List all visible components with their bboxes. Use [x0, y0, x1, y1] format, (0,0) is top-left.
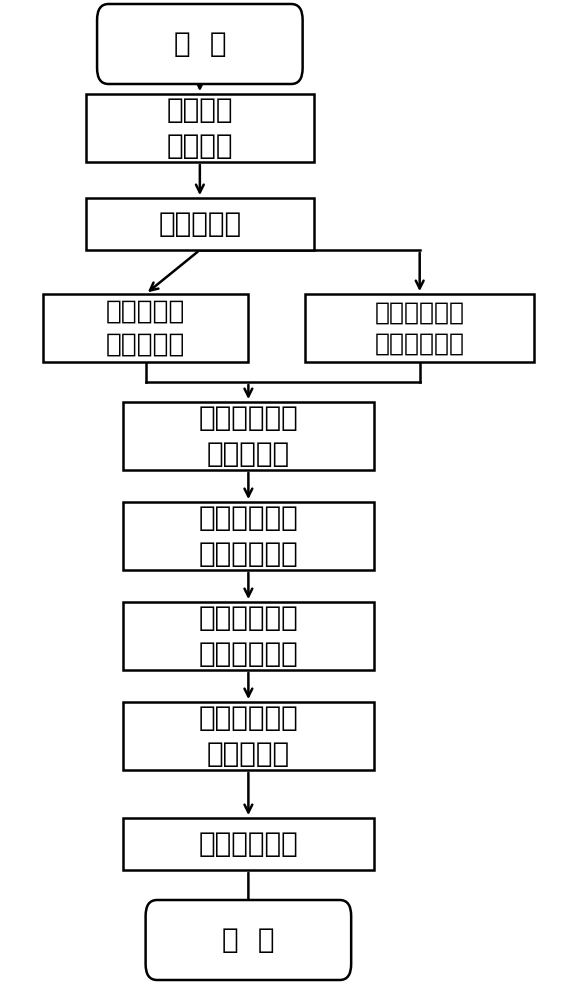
FancyBboxPatch shape: [86, 94, 314, 162]
Text: 边缘提取建
立边界约束: 边缘提取建 立边界约束: [106, 298, 186, 358]
Text: 结  束: 结 束: [222, 926, 275, 954]
Text: 几何中心法粗
提取光条中心: 几何中心法粗 提取光条中心: [199, 504, 298, 568]
FancyBboxPatch shape: [123, 818, 374, 870]
FancyBboxPatch shape: [123, 602, 374, 670]
FancyBboxPatch shape: [305, 294, 534, 362]
Text: 开  始: 开 始: [174, 30, 226, 58]
Text: 灰度重心法精
提取光条中心: 灰度重心法精 提取光条中心: [199, 604, 298, 668]
FancyBboxPatch shape: [97, 4, 303, 84]
Text: 图像预处理: 图像预处理: [158, 210, 242, 238]
FancyBboxPatch shape: [123, 502, 374, 570]
FancyBboxPatch shape: [123, 402, 374, 470]
FancyBboxPatch shape: [146, 900, 351, 980]
FancyBboxPatch shape: [123, 702, 374, 770]
FancyBboxPatch shape: [86, 198, 314, 250]
Text: 基于扫描运动
预测光条位置: 基于扫描运动 预测光条位置: [375, 301, 465, 355]
Text: 匹配边界点和
光条中心点: 匹配边界点和 光条中心点: [199, 704, 298, 768]
Text: 确定光条提取
感兴趣区域: 确定光条提取 感兴趣区域: [199, 404, 298, 468]
Text: 双目视觉
图像采集: 双目视觉 图像采集: [167, 96, 233, 160]
FancyBboxPatch shape: [43, 294, 248, 362]
Text: 重建三维信息: 重建三维信息: [199, 830, 298, 858]
